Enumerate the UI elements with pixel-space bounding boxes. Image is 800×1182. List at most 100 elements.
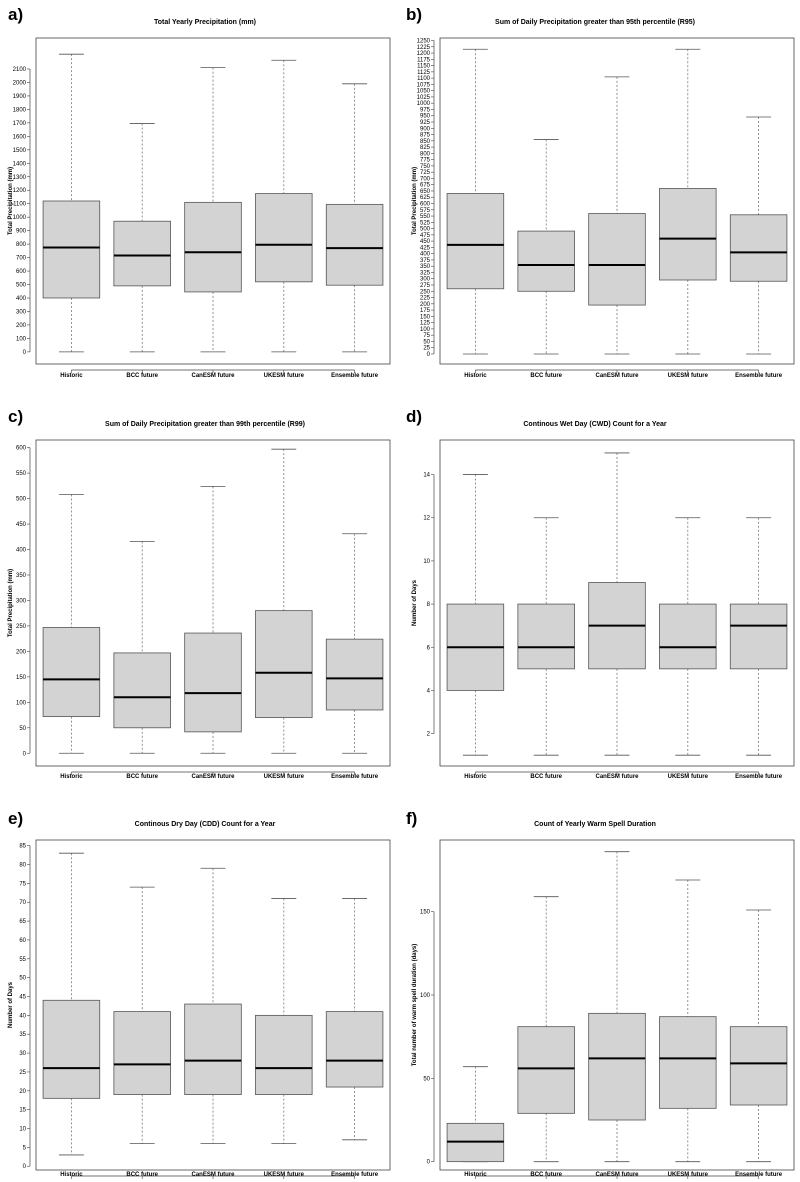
iqr-box [517, 603, 575, 670]
y-axis-label: Number of Days [412, 579, 418, 626]
y-tick-label: 75 [423, 333, 430, 339]
y-tick-label: 425 [420, 245, 431, 251]
box-ensemble-future: Ensemble future [729, 116, 788, 379]
panel-letter: b) [406, 5, 422, 24]
y-tick-label: 600 [16, 446, 27, 452]
x-tick-label: UKESM future [668, 774, 709, 780]
iqr-box [184, 201, 242, 293]
y-tick-label: 0 [23, 1164, 27, 1170]
y-tick-label: 1150 [417, 64, 431, 70]
y-tick-label: 800 [16, 242, 27, 248]
y-tick-label: 200 [16, 323, 27, 329]
y-tick-label: 550 [420, 214, 431, 220]
y-tick-label: 2000 [13, 80, 27, 86]
y-tick-label: 1300 [13, 175, 27, 181]
x-tick-label: CanESM future [595, 774, 639, 780]
box-ukesm-future: UKESM future [255, 448, 313, 780]
y-tick-label: 650 [420, 189, 431, 195]
box-ensemble-future: Ensemble future [325, 83, 384, 379]
y-tick-label: 1700 [13, 121, 27, 127]
x-tick-label: CanESM future [191, 373, 235, 379]
iqr-box [588, 213, 646, 306]
iqr-box [659, 603, 717, 670]
x-tick-label: Historic [60, 1172, 83, 1178]
plot-frame [35, 37, 391, 365]
box-historic: Historic [42, 53, 101, 379]
y-tick-label: 250 [16, 624, 27, 630]
box-ukesm-future: UKESM future [659, 879, 717, 1179]
y-tick-label: 0 [427, 1160, 431, 1166]
y-tick-label: 200 [420, 302, 431, 308]
iqr-box [588, 1012, 646, 1121]
y-tick-label: 725 [420, 170, 431, 176]
x-tick-label: UKESM future [264, 774, 305, 780]
iqr-box [255, 1014, 313, 1095]
panel-a: a) Total Yearly Precipitation (mm) 0 100 200… [8, 5, 391, 379]
y-tick-label: 6 [427, 645, 431, 651]
y-tick-label: 825 [420, 145, 431, 151]
iqr-box [729, 603, 788, 670]
y-axis-label: Total Precipitation (mm) [8, 569, 14, 637]
box-canesm-future: CanESM future [588, 452, 646, 780]
y-tick-label: 250 [420, 289, 431, 295]
x-tick-label: BCC future [530, 1172, 562, 1178]
box-bcc-future: BCC future [113, 540, 171, 780]
box-bcc-future: BCC future [517, 139, 575, 379]
plot-frame [439, 37, 795, 365]
panel-letter: a) [8, 5, 23, 24]
y-tick-label: 475 [420, 233, 431, 239]
iqr-box [659, 1016, 717, 1109]
y-tick-label: 800 [420, 151, 431, 157]
panel-title: Continous Wet Day (CWD) Count for a Year [523, 421, 667, 428]
y-tick-label: 55 [19, 957, 26, 963]
y-tick-label: 675 [420, 183, 431, 189]
y-tick-label: 1900 [13, 94, 27, 100]
y-tick-label: 1000 [13, 215, 27, 221]
y-tick-label: 1200 [13, 188, 27, 194]
box-ensemble-future: Ensemble future [325, 533, 384, 780]
panel-letter: c) [8, 407, 23, 426]
y-axis-label: Total Precipitation (mm) [8, 167, 14, 235]
x-tick-label: CanESM future [191, 774, 235, 780]
box-historic: Historic [42, 852, 101, 1179]
iqr-box [113, 652, 171, 729]
x-tick-label: BCC future [530, 373, 562, 379]
panel-b: b) Sum of Daily Precipitation greater tha… [406, 5, 795, 379]
y-tick-label: 300 [420, 277, 431, 283]
y-tick-label: 950 [420, 114, 431, 120]
y-tick-label: 50 [423, 1076, 430, 1082]
panel-title: Count of Yearly Warm Spell Duration [534, 821, 656, 828]
x-tick-label: Ensemble future [735, 774, 783, 780]
y-tick-label: 1250 [417, 39, 431, 45]
x-tick-label: Historic [464, 373, 487, 379]
iqr-box [517, 1026, 575, 1114]
box-historic: Historic [42, 494, 101, 780]
y-tick-label: 1100 [417, 76, 431, 82]
y-tick-label: 50 [19, 726, 26, 732]
box-historic: Historic [446, 1066, 505, 1179]
y-tick-label: 350 [420, 264, 431, 270]
y-tick-label: 1025 [417, 95, 431, 101]
y-tick-label: 50 [423, 339, 430, 345]
iqr-box [659, 188, 717, 281]
y-tick-label: 225 [420, 296, 431, 302]
iqr-box [325, 203, 384, 286]
plot-frame [35, 439, 391, 767]
x-tick-label: Ensemble future [331, 1172, 379, 1178]
x-tick-label: Ensemble future [331, 373, 379, 379]
panel-c: c) Sum of Daily Precipitation greater tha… [8, 407, 391, 780]
x-tick-label: Historic [60, 373, 83, 379]
y-tick-label: 5 [23, 1145, 27, 1151]
x-tick-label: UKESM future [264, 1172, 305, 1178]
box-canesm-future: CanESM future [588, 851, 646, 1179]
y-tick-label: 14 [423, 473, 430, 479]
y-tick-label: 700 [420, 176, 431, 182]
y-tick-label: 125 [420, 321, 431, 327]
box-bcc-future: BCC future [517, 896, 575, 1179]
iqr-box [325, 1011, 384, 1088]
y-tick-label: 0 [23, 350, 27, 356]
iqr-box [113, 220, 171, 287]
x-tick-label: Historic [60, 774, 83, 780]
box-ensemble-future: Ensemble future [325, 898, 384, 1179]
